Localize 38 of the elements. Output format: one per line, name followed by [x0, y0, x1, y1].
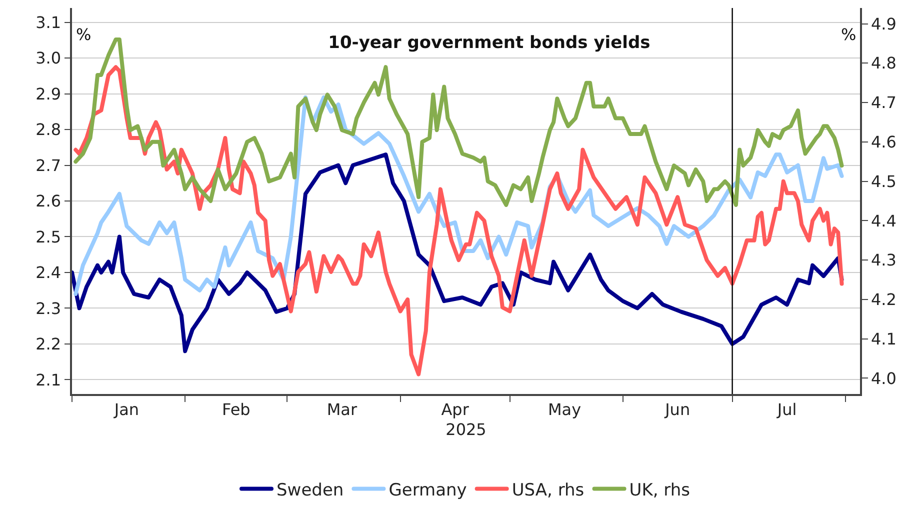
x-tick-label: Jun — [664, 400, 690, 419]
legend-label: Sweden — [276, 480, 344, 500]
y2-tick-label: 4.0 — [870, 368, 896, 388]
y-tick-label: 2.5 — [36, 227, 62, 246]
y-tick-label: 2.7 — [36, 156, 62, 175]
legend-label: USA, rhs — [512, 480, 584, 500]
y2-tick-label: 4.6 — [870, 132, 896, 152]
y-tick-label: 2.3 — [36, 298, 62, 318]
annotation: % — [841, 25, 856, 44]
y2-tick-label: 4.3 — [870, 250, 896, 270]
y-tick-label: 2.4 — [36, 263, 62, 282]
x-tick-label: Apr — [441, 400, 470, 419]
legend-label: Germany — [388, 480, 467, 500]
x-tick-label: May — [548, 400, 582, 419]
y-tick-label: 2.9 — [36, 84, 62, 104]
x-tick-label: Feb — [222, 400, 250, 419]
x-tick-label: Mar — [326, 400, 358, 419]
x-tick-label: Jul — [776, 400, 797, 419]
y2-tick-label: 4.9 — [870, 14, 896, 34]
y-tick-label: 2.1 — [36, 370, 62, 390]
y-tick-label: 3.1 — [36, 12, 62, 32]
y2-tick-label: 4.7 — [870, 93, 896, 112]
y2-tick-label: 4.8 — [870, 54, 896, 73]
y-tick-label: 2.8 — [36, 120, 62, 140]
annotation: % — [76, 25, 92, 44]
legend-label: UK, rhs — [629, 480, 690, 500]
text: 10-year government bonds yields — [328, 32, 650, 53]
y-tick-label: 2.6 — [36, 192, 62, 211]
y-tick-label: 3.0 — [36, 48, 62, 68]
line-series — [72, 152, 844, 354]
y2-tick-label: 4.4 — [870, 211, 896, 230]
x-axis-title: 2025 — [446, 420, 486, 440]
x-tick-label: Jan — [113, 400, 140, 419]
y2-tick-label: 4.5 — [870, 172, 896, 191]
line-series — [74, 65, 844, 376]
y2-tick-label: 4.1 — [870, 329, 896, 348]
y2-tick-label: 4.2 — [870, 290, 896, 310]
y-tick-label: 2.2 — [36, 334, 62, 354]
